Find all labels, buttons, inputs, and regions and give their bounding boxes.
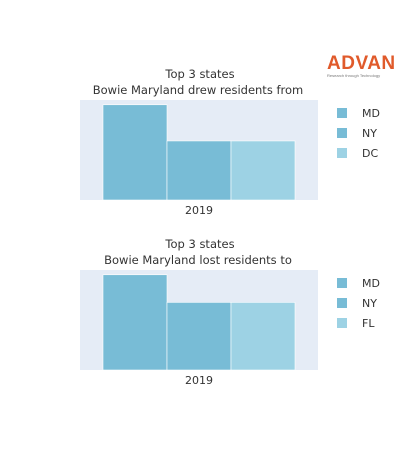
drew-residents-chart: Top 3 states Bowie Maryland drew resident… xyxy=(80,67,380,217)
drew-legend-label-md[interactable]: MD xyxy=(362,107,380,120)
drew-legend-swatch-md xyxy=(337,108,347,118)
lost-legend-label-fl[interactable]: FL xyxy=(362,317,375,330)
drew-chart-title: Top 3 states xyxy=(164,67,234,81)
advan-logo-tagline: Research through Technology xyxy=(327,73,381,78)
lost-x-tick-label: 2019 xyxy=(185,374,213,387)
drew-x-tick-label: 2019 xyxy=(185,204,213,217)
lost-bar-fl[interactable] xyxy=(230,302,296,371)
drew-bar-ny[interactable] xyxy=(166,140,232,201)
lost-bar-md[interactable] xyxy=(102,274,168,371)
drew-bar-dc[interactable] xyxy=(230,140,296,201)
lost-legend-swatch-ny xyxy=(337,298,347,308)
lost-legend-swatch-md xyxy=(337,278,347,288)
lost-legend-label-md[interactable]: MD xyxy=(362,277,380,290)
lost-chart-subtitle: Bowie Maryland lost residents to xyxy=(104,253,292,267)
drew-legend-label-dc[interactable]: DC xyxy=(362,147,378,160)
drew-legend-swatch-dc xyxy=(337,148,347,158)
lost-chart-title: Top 3 states xyxy=(164,237,234,251)
lost-bar-ny[interactable] xyxy=(166,302,232,371)
lost-residents-chart: Top 3 states Bowie Maryland lost resident… xyxy=(80,237,380,387)
lost-legend-swatch-fl xyxy=(337,318,347,328)
drew-chart-subtitle: Bowie Maryland drew residents from xyxy=(93,83,303,97)
advan-logo: ADVAN Research through Technology xyxy=(327,54,396,78)
drew-legend-swatch-ny xyxy=(337,128,347,138)
lost-legend-label-ny[interactable]: NY xyxy=(362,297,377,310)
advan-logo-word: ADVAN xyxy=(327,53,396,74)
drew-bar-md[interactable] xyxy=(102,104,168,201)
drew-legend-label-ny[interactable]: NY xyxy=(362,127,377,140)
